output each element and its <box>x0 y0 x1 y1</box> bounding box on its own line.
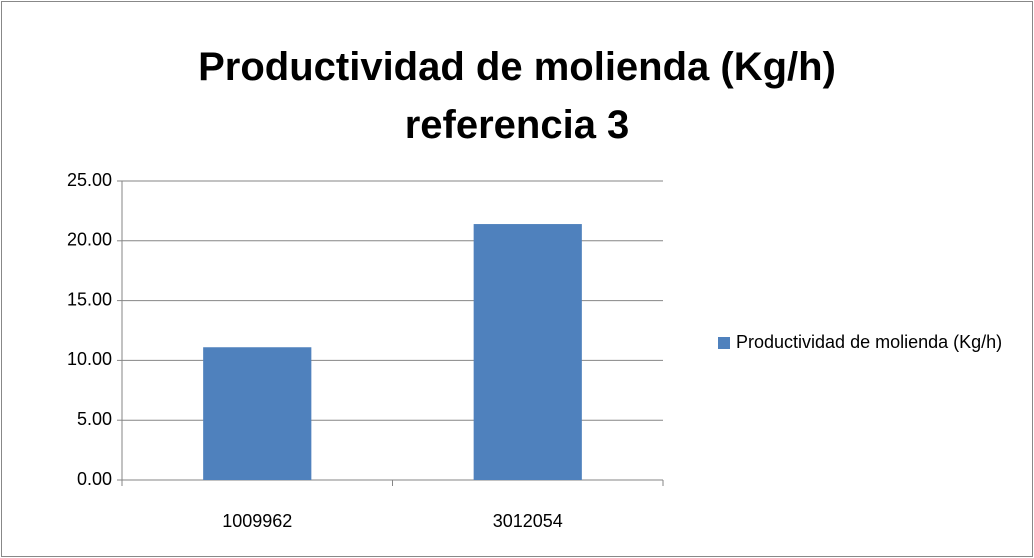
legend: Productividad de molienda (Kg/h) <box>718 328 1018 356</box>
y-tick-label: 10.00 <box>67 349 112 369</box>
y-tick-label: 5.00 <box>77 409 112 429</box>
bar <box>203 347 312 480</box>
x-tick-label: 3012054 <box>493 511 563 531</box>
chart-title: Productividad de molienda (Kg/h) referen… <box>198 45 836 147</box>
bar <box>473 224 582 480</box>
legend-label: Productividad de molienda (Kg/h) <box>736 332 1003 352</box>
y-tick-label: 15.00 <box>67 289 112 309</box>
x-tick-label: 1009962 <box>222 511 292 531</box>
y-tick-label: 0.00 <box>77 469 112 489</box>
legend-swatch <box>718 337 730 349</box>
y-tick-label: 20.00 <box>67 230 112 250</box>
y-tick-label: 25.00 <box>67 170 112 190</box>
